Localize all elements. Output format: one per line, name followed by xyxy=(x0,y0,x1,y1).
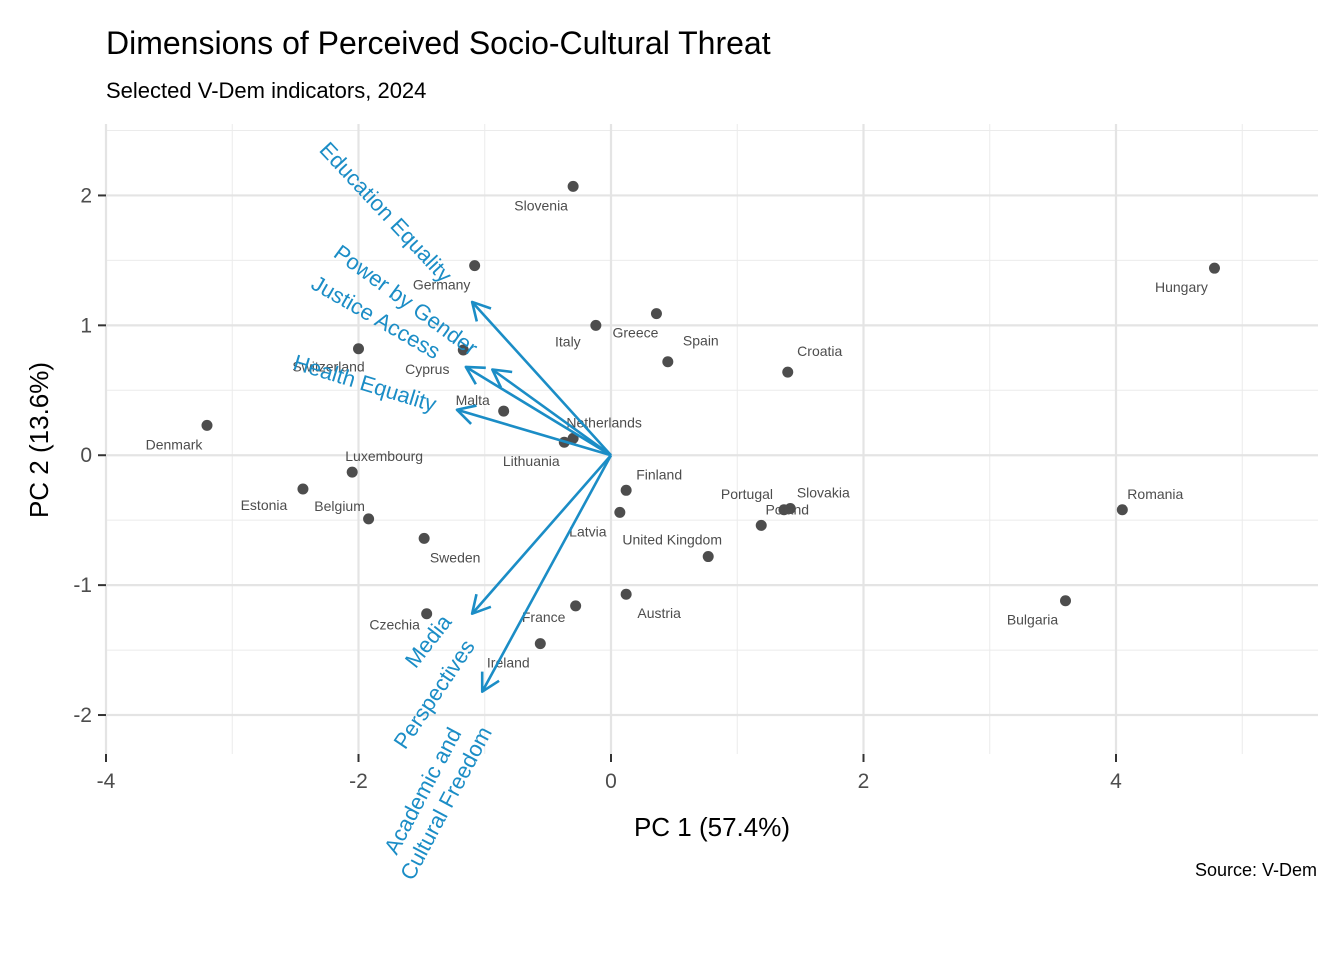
x-tick-label: -4 xyxy=(97,770,116,793)
x-tick-label: 0 xyxy=(605,770,617,793)
loading-arrow xyxy=(471,301,612,457)
country-label: Germany xyxy=(413,277,471,293)
country-label: Latvia xyxy=(569,523,607,539)
country-label: Denmark xyxy=(146,436,204,452)
country-labels: Slovenia Germany Hungary Greece Italy Switzer… xyxy=(146,197,1208,670)
country-label: Austria xyxy=(637,605,681,621)
loading-arrows xyxy=(455,300,613,693)
country-label: Belgium xyxy=(314,498,365,514)
x-axis-title: PC 1 (57.4%) xyxy=(634,812,790,842)
loading-arrow xyxy=(465,365,612,457)
x-axis: -4 -2 0 2 4 xyxy=(97,754,1122,793)
country-label: Malta xyxy=(456,392,490,408)
country-label: Slovenia xyxy=(514,197,568,213)
country-label: Croatia xyxy=(797,343,842,359)
country-label: Bulgaria xyxy=(1007,612,1059,628)
country-label: Sweden xyxy=(430,549,481,565)
country-point xyxy=(363,513,375,525)
country-point xyxy=(778,504,790,516)
loading-arrowhead xyxy=(491,368,513,389)
country-label: Lithuania xyxy=(503,453,560,469)
country-point xyxy=(201,419,213,431)
y-tick-label: -2 xyxy=(73,704,92,727)
country-label: Romania xyxy=(1127,486,1183,502)
country-point xyxy=(755,519,767,531)
loading-arrow xyxy=(471,454,612,615)
country-label: United Kingdom xyxy=(622,532,722,548)
x-tick-label: 2 xyxy=(858,770,870,793)
plot-panel xyxy=(106,124,1318,754)
country-point xyxy=(782,366,794,378)
loading-arrow xyxy=(491,368,612,457)
country-point xyxy=(590,319,602,331)
country-point xyxy=(353,343,364,355)
loading-arrowhead xyxy=(480,671,500,693)
country-point xyxy=(457,344,469,356)
country-label: Slovakia xyxy=(797,484,850,500)
country-label: Finland xyxy=(636,466,682,482)
country-point xyxy=(346,466,358,478)
country-label: Estonia xyxy=(241,497,288,513)
country-point xyxy=(297,483,309,495)
country-point xyxy=(567,180,579,192)
country-point xyxy=(498,405,510,417)
country-label: Cyprus xyxy=(405,361,449,377)
country-point xyxy=(567,432,579,444)
y-tick-label: 2 xyxy=(80,184,92,207)
country-point xyxy=(421,608,433,620)
loading-arrowhead xyxy=(464,365,486,385)
country-label: Italy xyxy=(555,333,581,349)
country-point xyxy=(614,506,626,518)
chart-subtitle: Selected V-Dem indicators, 2024 xyxy=(106,78,426,103)
country-point xyxy=(620,484,632,496)
loading-arrowhead xyxy=(470,593,492,616)
country-label: Czechia xyxy=(369,617,420,633)
y-tick-label: -1 xyxy=(73,574,92,597)
y-axis: -2 -1 0 1 2 xyxy=(73,184,106,727)
country-point xyxy=(534,638,546,650)
country-label: Hungary xyxy=(1155,279,1208,295)
x-tick-label: 4 xyxy=(1110,770,1122,793)
chart-caption: Source: V-Dem xyxy=(1195,860,1317,880)
loading-arrowhead xyxy=(455,404,477,425)
y-tick-label: 1 xyxy=(80,314,92,337)
loading-arrowhead xyxy=(470,300,492,322)
country-label: Portugal xyxy=(721,486,773,502)
country-label: Spain xyxy=(683,333,719,349)
country-point xyxy=(1208,262,1220,274)
country-label: Switzerland xyxy=(292,359,364,375)
chart-title: Dimensions of Perceived Socio-Cultural T… xyxy=(106,25,771,61)
country-label: Luxembourg xyxy=(345,448,423,464)
country-point xyxy=(662,356,674,368)
country-point xyxy=(620,588,632,600)
country-point xyxy=(1060,595,1071,607)
country-point xyxy=(1116,504,1128,516)
country-label: France xyxy=(522,609,566,625)
y-tick-label: 0 xyxy=(80,444,92,467)
major-gridlines xyxy=(104,124,1318,754)
loading-arrow xyxy=(481,454,613,693)
x-tick-label: -2 xyxy=(349,770,368,793)
country-point xyxy=(418,532,430,544)
loading-arrow xyxy=(456,408,612,457)
country-label: Ireland xyxy=(487,655,530,671)
country-label: Poland xyxy=(765,501,809,517)
country-label: Greece xyxy=(612,325,658,341)
country-point xyxy=(702,551,714,563)
country-point xyxy=(469,260,481,272)
country-point xyxy=(650,308,662,320)
y-axis-title: PC 2 (13.6%) xyxy=(24,362,54,518)
country-point xyxy=(570,600,582,612)
